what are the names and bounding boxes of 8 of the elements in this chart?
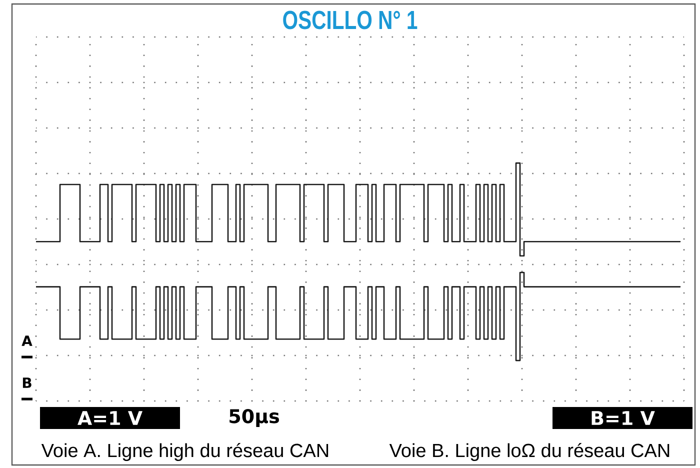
text: B — [22, 378, 32, 388]
text: 50µs — [230, 408, 279, 428]
text: Voie B. Ligne loΩ du réseau CAN — [389, 443, 670, 461]
text: A=1 V — [78, 411, 142, 425]
chart-title: OSCILLO N° 1 — [283, 10, 418, 30]
text: A — [22, 336, 32, 346]
text: Voie A. Ligne high du réseau CAN — [41, 443, 328, 461]
text: B=1 V — [592, 411, 655, 425]
